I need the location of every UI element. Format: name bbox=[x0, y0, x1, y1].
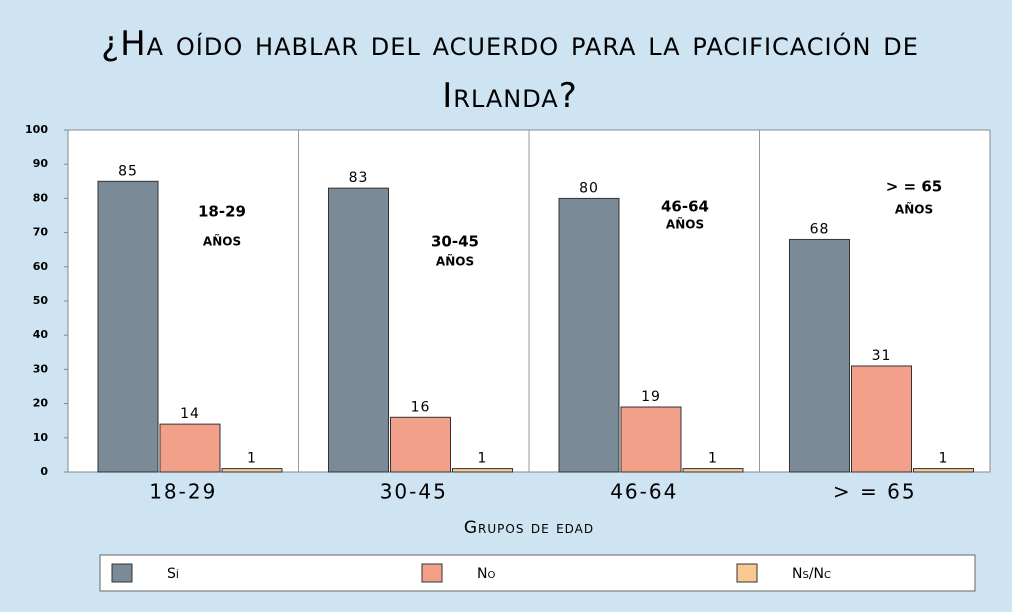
legend-swatch bbox=[421, 563, 443, 583]
annotation: 46-64 bbox=[661, 198, 709, 216]
x-axis-label: Grupos de edad bbox=[464, 518, 594, 538]
bar bbox=[328, 187, 389, 473]
y-tick-label: 10 bbox=[33, 431, 49, 444]
y-tick-label: 30 bbox=[33, 362, 49, 375]
bar bbox=[221, 468, 283, 473]
legend-label: Ns/Nc bbox=[792, 566, 831, 582]
legend-swatch bbox=[111, 563, 133, 583]
bar bbox=[159, 423, 221, 473]
data-label: 1 bbox=[478, 451, 488, 467]
bar bbox=[913, 468, 974, 473]
data-label: 1 bbox=[939, 451, 949, 467]
legend-swatch bbox=[736, 563, 758, 583]
legend-label: No bbox=[477, 566, 495, 582]
data-label: 16 bbox=[411, 399, 431, 415]
y-tick-label: 80 bbox=[33, 191, 49, 204]
y-tick-label: 0 bbox=[40, 465, 48, 478]
data-label: 1 bbox=[708, 451, 718, 467]
x-tick-label: 18-29 bbox=[149, 480, 217, 504]
data-label: 19 bbox=[641, 389, 661, 405]
annotation: 30-45 bbox=[431, 233, 479, 251]
chart-title: ¿Ha oído hablar del acuerdo para la paci… bbox=[101, 24, 919, 116]
y-tick-label: 90 bbox=[33, 157, 49, 170]
bar bbox=[390, 416, 451, 473]
y-tick-label: 60 bbox=[33, 260, 49, 273]
x-tick-label: > = 65 bbox=[833, 480, 917, 504]
data-label: 14 bbox=[180, 406, 200, 422]
bar bbox=[851, 365, 912, 473]
y-tick-label: 50 bbox=[33, 294, 49, 307]
bar bbox=[682, 468, 744, 473]
bar bbox=[558, 197, 620, 473]
y-tick-label: 100 bbox=[25, 123, 48, 136]
data-label: 68 bbox=[810, 221, 830, 237]
data-label: 83 bbox=[349, 170, 369, 186]
bar bbox=[789, 238, 850, 473]
annotation-sub: AÑOS bbox=[203, 234, 241, 249]
legend-label: Sí bbox=[167, 566, 179, 582]
annotation-sub: AÑOS bbox=[895, 202, 933, 217]
annotation-sub: AÑOS bbox=[666, 217, 704, 232]
data-label: 85 bbox=[118, 163, 138, 179]
data-label: 80 bbox=[579, 180, 599, 196]
x-tick-label: 46-64 bbox=[610, 480, 678, 504]
legend-box bbox=[99, 554, 976, 592]
annotation: 18-29 bbox=[198, 203, 246, 221]
y-tick-label: 70 bbox=[33, 226, 49, 239]
x-tick-label: 30-45 bbox=[380, 480, 448, 504]
data-label: 31 bbox=[872, 348, 892, 364]
annotation: > = 65 bbox=[886, 178, 942, 196]
bar bbox=[452, 468, 513, 473]
y-tick-label: 20 bbox=[33, 397, 49, 410]
bar bbox=[97, 180, 159, 473]
data-label: 1 bbox=[247, 451, 257, 467]
annotation-sub: AÑOS bbox=[436, 254, 474, 269]
y-tick-label: 40 bbox=[33, 328, 49, 341]
bar bbox=[620, 406, 682, 473]
